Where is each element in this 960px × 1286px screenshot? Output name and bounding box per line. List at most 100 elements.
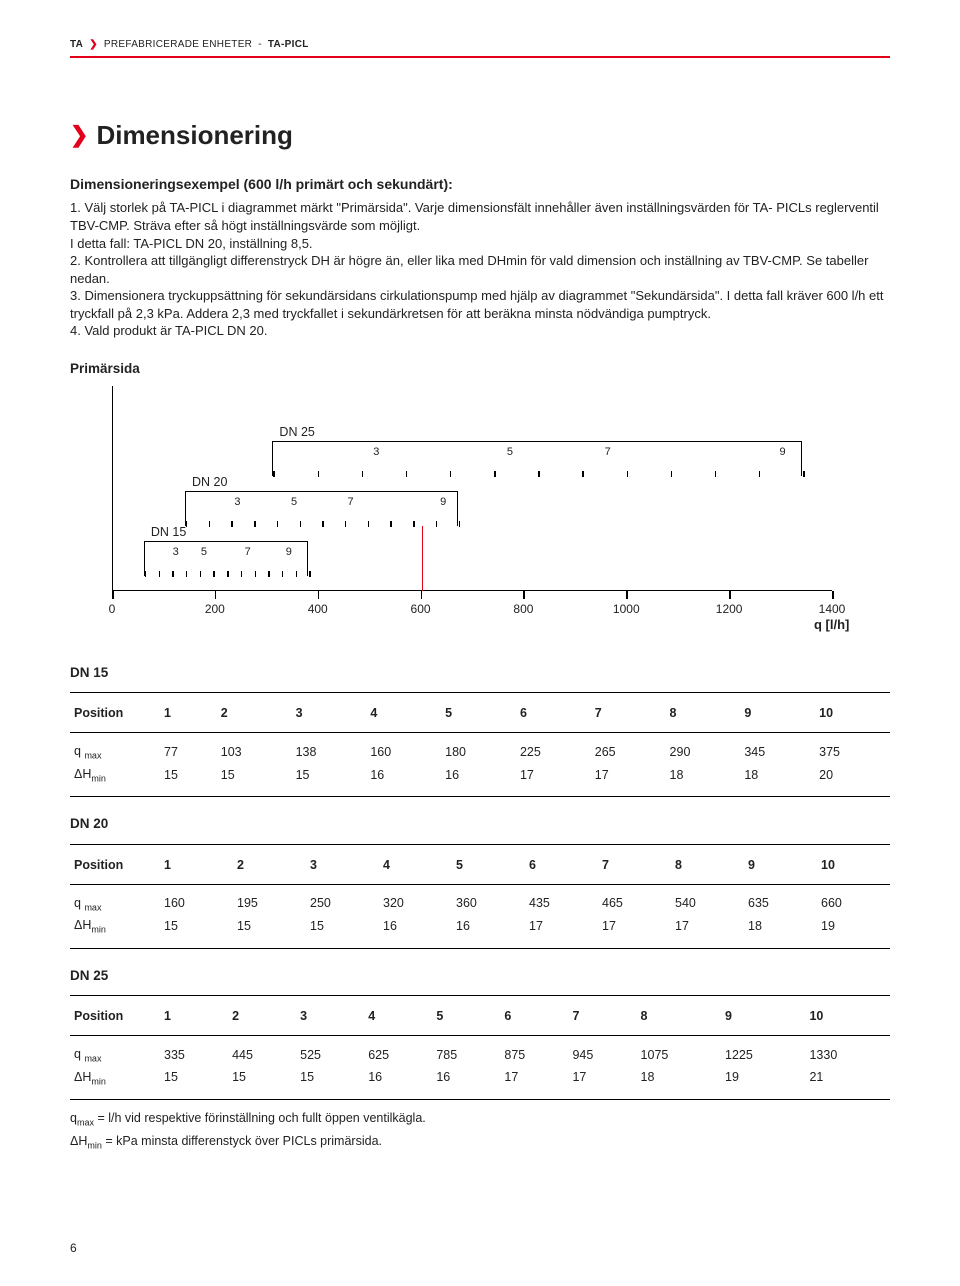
table-cell: 138	[292, 741, 367, 764]
col-header: Position	[70, 855, 160, 876]
table-cell: 435	[525, 893, 598, 916]
bar-minor-tick	[296, 571, 297, 577]
table-cell: 160	[366, 741, 441, 764]
table-cell: 16	[441, 764, 516, 787]
bar-minor-tick	[209, 521, 210, 527]
bar-tick-label: 3	[173, 545, 179, 560]
bar-minor-tick	[277, 521, 278, 527]
table-cell: 15	[296, 1067, 364, 1090]
table-cell: 19	[817, 915, 890, 938]
divider	[70, 732, 890, 733]
bar-minor-tick	[368, 521, 369, 527]
col-header: 8	[671, 855, 744, 876]
bar-minor-tick	[227, 571, 228, 577]
bar-minor-tick	[268, 571, 269, 577]
col-header: 7	[591, 703, 666, 724]
col-header: 9	[744, 855, 817, 876]
bar-tick-label: 5	[201, 545, 207, 560]
table-cell: 360	[452, 893, 525, 916]
col-header: 5	[432, 1006, 500, 1027]
x-tick	[421, 591, 423, 599]
table-cell: 525	[296, 1044, 364, 1067]
col-header: 4	[366, 703, 441, 724]
table-cell: 265	[591, 741, 666, 764]
table-row: ΔHmin15151516161717181820	[70, 764, 890, 787]
table-row: Position12345678910	[70, 703, 890, 724]
col-header: 2	[217, 703, 292, 724]
chart-bar-group: DN 153579	[144, 541, 309, 576]
table-cell: 1330	[805, 1044, 890, 1067]
table-cell: 660	[817, 893, 890, 916]
bar-minor-tick	[186, 571, 187, 577]
bar-minor-tick	[627, 471, 628, 477]
table-cell: 15	[228, 1067, 296, 1090]
table-cell: 180	[441, 741, 516, 764]
crumb-product: TA-PICL	[268, 38, 309, 52]
chart-plot-area: DN 153579DN 203579DN 253579	[112, 386, 832, 591]
bar-tick-label: 7	[245, 545, 251, 560]
bar-minor-tick	[322, 521, 323, 527]
data-table-section: DN 15Position12345678910q max77103138160…	[70, 664, 890, 797]
col-header: 7	[598, 855, 671, 876]
x-tick-label: 400	[308, 601, 328, 617]
table-cell: 18	[744, 915, 817, 938]
x-tick-label: 1200	[716, 601, 743, 617]
x-tick	[523, 591, 525, 599]
chart: DN 153579DN 203579DN 253579 020040060080…	[100, 386, 890, 646]
row-label: ΔHmin	[70, 915, 160, 938]
table-row: q max160195250320360435465540635660	[70, 893, 890, 916]
table-title: DN 25	[70, 967, 890, 985]
bar-tick-label: 5	[291, 495, 297, 510]
table-cell: 19	[721, 1067, 805, 1090]
row-label: q max	[70, 1044, 160, 1067]
table-cell: 345	[740, 741, 815, 764]
table-cell: 160	[160, 893, 233, 916]
bar-minor-tick	[213, 571, 214, 577]
divider	[70, 1099, 890, 1100]
bar-tick-label: 3	[373, 445, 379, 460]
table-cell: 15	[160, 915, 233, 938]
x-tick-label: 0	[109, 601, 116, 617]
chevron-icon: ❯	[89, 38, 98, 52]
table-cell: 16	[452, 915, 525, 938]
bar-minor-tick	[145, 571, 146, 577]
footnotes: qmax = l/h vid respektive förinställning…	[70, 1110, 890, 1151]
bar-tick-label: 9	[440, 495, 446, 510]
bar-minor-tick	[759, 471, 760, 477]
bar-minor-tick	[159, 571, 160, 577]
bar-minor-tick	[362, 471, 363, 477]
col-header: 10	[817, 855, 890, 876]
table-cell: 17	[671, 915, 744, 938]
col-header: 10	[815, 703, 890, 724]
col-header: 7	[568, 1006, 636, 1027]
table-cell: 15	[306, 915, 379, 938]
x-tick-label: 600	[411, 601, 431, 617]
bar-minor-tick	[282, 571, 283, 577]
x-tick	[832, 591, 834, 599]
bar-tick-label: 9	[286, 545, 292, 560]
col-header: 10	[805, 1006, 890, 1027]
tables: DN 15Position12345678910q max77103138160…	[70, 664, 890, 1100]
x-axis-ticks	[112, 591, 832, 601]
table-cell: 15	[233, 915, 306, 938]
breadcrumb: TA ❯ PREFABRICERADE ENHETER - TA-PICL	[70, 38, 890, 52]
table-cell: 290	[666, 741, 741, 764]
bar-tick-label: 5	[507, 445, 513, 460]
bar-minor-tick	[413, 521, 414, 527]
data-table-section: DN 25Position12345678910q max33544552562…	[70, 967, 890, 1100]
table-row: ΔHmin15151516161717181921	[70, 1067, 890, 1090]
col-header: 1	[160, 855, 233, 876]
divider	[70, 692, 890, 693]
crumb-sep: -	[258, 38, 262, 52]
table-cell: 540	[671, 893, 744, 916]
body-text: 1. Välj storlek på TA-PICL i diagrammet …	[70, 199, 890, 339]
bar-minor-tick	[241, 571, 242, 577]
table-cell: 625	[364, 1044, 432, 1067]
bar-tick-label: 3	[234, 495, 240, 510]
bar-minor-tick	[803, 471, 804, 477]
x-tick	[112, 591, 114, 599]
data-table: Position12345678910q max3354455256257858…	[70, 1006, 890, 1089]
x-tick	[626, 591, 628, 599]
crumb-category: PREFABRICERADE ENHETER	[104, 38, 252, 52]
para-2: 2. Kontrollera att tillgängligt differen…	[70, 252, 890, 287]
